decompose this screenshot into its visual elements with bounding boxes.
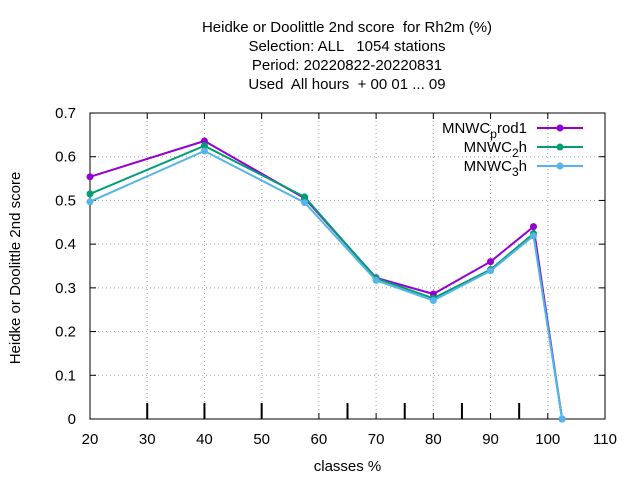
title-line: Period: 20220822-20220831 <box>252 57 442 74</box>
data-point <box>200 137 208 145</box>
legend-label-rest: h <box>519 158 527 175</box>
legend-label-subscript: 2 <box>512 146 519 160</box>
legend-label-base: MNWC <box>464 139 512 156</box>
x-tick-label: 90 <box>482 431 499 448</box>
series-line <box>89 144 564 420</box>
x-tick-label: 70 <box>368 431 385 448</box>
x-axis-label: classes % <box>314 458 382 475</box>
data-point <box>86 173 94 181</box>
data-point <box>487 267 495 275</box>
legend-label-base: MNWC <box>442 120 490 137</box>
x-tick-label: 40 <box>196 431 213 448</box>
title-line: Used All hours + 00 01 ... 09 <box>248 76 445 93</box>
title-line: Heidke or Doolittle 2nd score for Rh2m (… <box>202 19 492 36</box>
data-point <box>200 142 208 150</box>
title-line: Selection: ALL 1054 stations <box>248 38 445 55</box>
x-axis-ticks: 20 30 40 50 60 70 80 90 100 110 <box>82 113 617 448</box>
data-point <box>529 232 537 240</box>
class-markers <box>146 403 521 419</box>
legend-label-subscript: p <box>490 127 497 141</box>
legend-label-rest: rod1 <box>497 120 527 137</box>
x-tick-label: 20 <box>82 431 99 448</box>
legend-marker <box>556 162 564 170</box>
plot-border <box>89 112 606 420</box>
legend-label: MNWC2h <box>464 139 527 160</box>
x-tick-label: 110 <box>593 431 617 448</box>
y-tick-label: 0.6 <box>55 149 76 166</box>
data-point <box>429 297 437 305</box>
legend-marker <box>556 124 564 132</box>
legend-label-base: MNWC <box>464 158 512 175</box>
data-point <box>86 198 94 206</box>
legend-label: MNWC3h <box>464 158 527 179</box>
series-line <box>89 139 564 420</box>
legend-label-rest: h <box>519 139 527 156</box>
data-point <box>86 190 94 198</box>
y-tick-label: 0.3 <box>55 280 76 297</box>
y-tick-label: 0.5 <box>55 192 76 209</box>
data-point <box>200 147 208 155</box>
series-line <box>89 149 564 420</box>
series <box>86 137 566 423</box>
y-tick-label: 0.7 <box>55 105 76 122</box>
legend-label-subscript: 3 <box>512 165 519 179</box>
x-tick-label: 100 <box>535 431 560 448</box>
y-tick-label: 0.1 <box>55 367 76 384</box>
series-MNWC_prod1 <box>86 137 566 423</box>
data-point <box>372 276 380 284</box>
x-tick-label: 30 <box>139 431 156 448</box>
data-point <box>529 223 537 231</box>
series-MNWC_2h <box>86 142 566 423</box>
y-tick-label: 0.2 <box>55 324 76 341</box>
data-point <box>301 193 309 201</box>
chart-title: Heidke or Doolittle 2nd score for Rh2m (… <box>202 19 492 93</box>
legend-marker <box>556 143 564 151</box>
x-tick-label: 50 <box>253 431 270 448</box>
data-point <box>301 199 309 207</box>
grid <box>90 113 605 419</box>
series-MNWC_3h <box>86 147 566 423</box>
y-axis-ticks: 0 0.1 0.2 0.3 0.4 0.5 0.6 0.7 <box>55 105 605 428</box>
x-tick-label: 80 <box>425 431 442 448</box>
y-tick-label: 0 <box>68 411 76 428</box>
y-tick-label: 0.4 <box>55 236 76 253</box>
x-tick-label: 60 <box>311 431 328 448</box>
y-axis-label: Heidke or Doolittle 2nd score <box>7 172 24 365</box>
data-point <box>558 415 566 423</box>
legend-label: MNWCprod1 <box>442 120 527 141</box>
data-point <box>487 258 495 266</box>
